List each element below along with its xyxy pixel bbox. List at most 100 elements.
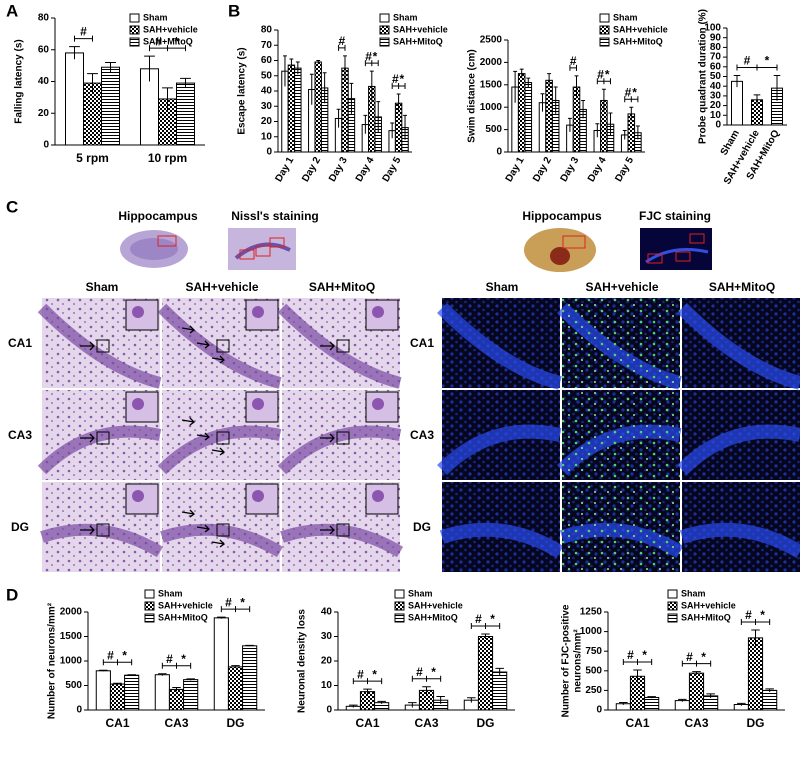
bar	[294, 67, 302, 153]
panel-label: D	[6, 585, 18, 604]
y-tick-label: 1250	[580, 607, 603, 618]
error-bar	[396, 93, 401, 113]
arrow	[320, 433, 335, 443]
legend-label: Sham	[158, 588, 183, 598]
x-tick-label: DG	[227, 716, 245, 730]
bar	[183, 679, 199, 711]
legend-label: SAH+MitoQ	[393, 36, 443, 46]
bar	[101, 66, 120, 146]
error-bar	[105, 61, 116, 72]
legend-label: SAH+MitoQ	[158, 612, 208, 622]
bar	[644, 696, 660, 711]
y-tick-label: 0	[715, 120, 721, 131]
y-tick-label: 30	[261, 101, 273, 112]
error-bar	[69, 46, 80, 60]
legend-swatch	[599, 37, 610, 47]
error-bar	[574, 75, 579, 99]
significance-mark: *	[373, 49, 378, 63]
cell-layer	[280, 523, 404, 558]
significance-mark: *	[760, 608, 765, 622]
x-tick-label: Day 5	[613, 155, 636, 184]
error-bar	[547, 73, 552, 88]
error-bar	[295, 61, 300, 75]
zoom-box	[216, 523, 230, 537]
x-tick-label: CA3	[164, 716, 188, 730]
legend-swatch	[667, 613, 678, 623]
error-bar	[436, 696, 445, 704]
bar	[703, 695, 719, 711]
zoom-box	[216, 431, 230, 445]
cell-layer	[277, 303, 402, 389]
significance-mark: *	[372, 667, 377, 681]
error-bar	[336, 108, 341, 128]
y-tick-label: 80	[261, 25, 273, 36]
arrow	[196, 432, 210, 441]
error-bar	[127, 674, 136, 676]
y-tick-label: 1000	[480, 102, 503, 113]
legend-label: SAH+MitoQ	[681, 612, 731, 622]
significance-mark: #	[225, 595, 232, 609]
significance-bracket	[102, 659, 133, 666]
y-axis-label: neurons/mm²	[573, 629, 584, 693]
legend-swatch	[667, 589, 678, 599]
y-tick-label: 1500	[60, 631, 83, 642]
row-label: CA3	[8, 428, 32, 442]
significance-mark: #	[365, 49, 372, 63]
y-tick-label: 10	[261, 131, 273, 142]
bar	[242, 645, 258, 711]
thumbnail	[524, 228, 596, 272]
error-bar	[553, 86, 558, 114]
y-tick-label: 500	[65, 680, 82, 691]
significance-mark: *	[431, 665, 436, 679]
y-tick-label: 0	[76, 705, 82, 716]
legend-label: Sham	[408, 588, 433, 598]
x-tick-label: DG	[477, 716, 495, 730]
bar	[477, 636, 494, 711]
arrow	[211, 539, 225, 548]
error-bar	[765, 688, 774, 692]
significance-mark: #	[338, 34, 345, 48]
inset-cell	[372, 306, 384, 318]
x-tick-label: CA1	[625, 716, 649, 730]
y-tick-label: 0	[43, 140, 49, 151]
inset-cell	[372, 490, 384, 502]
y-tick-label: 20	[710, 100, 722, 111]
column-label: SAH+MitoQ	[709, 280, 775, 294]
y-tick-label: 500	[485, 124, 502, 135]
error-bar	[581, 99, 586, 119]
significance-mark: *	[240, 595, 245, 609]
error-bar	[144, 55, 155, 82]
legend-swatch	[129, 13, 140, 23]
legend-swatch	[129, 37, 140, 47]
error-bar	[513, 70, 518, 103]
image-title: FJC staining	[639, 209, 711, 223]
error-bar	[162, 87, 173, 111]
inset-cell	[132, 490, 144, 502]
error-bar	[773, 75, 781, 101]
bar	[731, 80, 743, 126]
legend-swatch	[394, 589, 405, 599]
bar	[95, 670, 111, 711]
inset-cell	[252, 398, 264, 410]
y-tick-label: 80	[38, 13, 50, 24]
legend-label: SAH+vehicle	[143, 24, 198, 34]
legend-swatch	[144, 589, 155, 599]
y-axis-label: Number of FJC-positive	[561, 604, 572, 717]
inset-cell	[252, 306, 264, 318]
significance-mark: #	[357, 667, 364, 681]
significance-bracket	[681, 660, 712, 667]
significance-mark: #	[475, 612, 482, 626]
arrow	[80, 525, 95, 535]
significance-mark: *	[632, 85, 637, 99]
y-axis-label: Number of neurons/mm²	[47, 602, 58, 719]
significance-mark: *	[642, 648, 647, 662]
y-tick-label: 40	[710, 81, 722, 92]
significance-bracket	[74, 35, 93, 42]
legend-label: Sham	[613, 12, 638, 22]
x-tick-label: 5 rpm	[76, 151, 109, 165]
error-bar	[316, 60, 321, 64]
significance-mark: #	[686, 650, 693, 664]
x-tick-label: Day 3	[327, 155, 350, 184]
error-bar	[622, 129, 627, 140]
thumbnail	[640, 228, 712, 270]
